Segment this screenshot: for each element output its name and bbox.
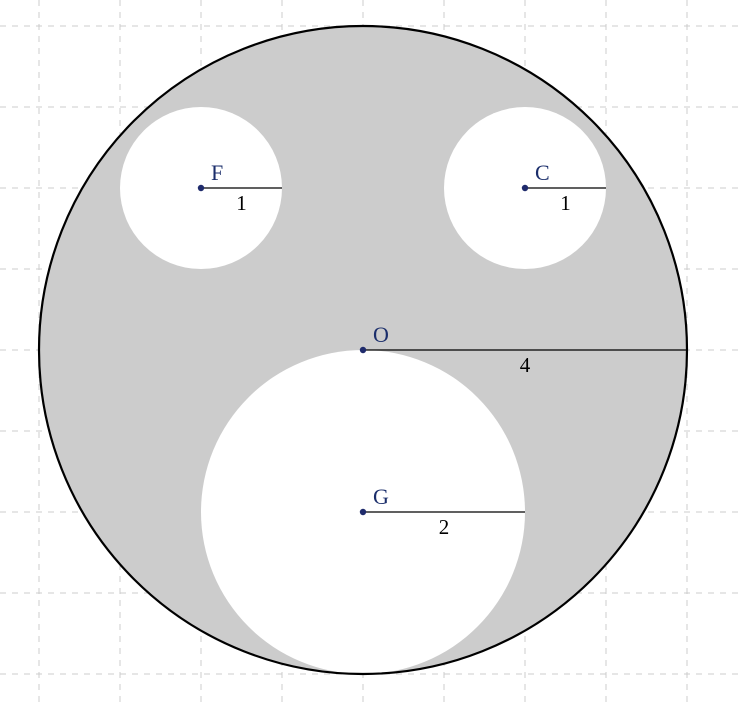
point-label-o: O bbox=[373, 322, 389, 347]
shapes bbox=[39, 26, 687, 674]
center-point-c bbox=[522, 185, 528, 191]
diagram-canvas: O4F1C1G2 bbox=[0, 0, 740, 707]
radius-label-f: 1 bbox=[236, 191, 247, 215]
radius-label-c: 1 bbox=[560, 191, 571, 215]
point-label-g: G bbox=[373, 484, 389, 509]
radius-label-g: 2 bbox=[439, 515, 450, 539]
center-point-o bbox=[360, 347, 366, 353]
radius-label-o: 4 bbox=[520, 353, 531, 377]
center-point-f bbox=[198, 185, 204, 191]
point-label-c: C bbox=[535, 160, 550, 185]
center-point-g bbox=[360, 509, 366, 515]
point-label-f: F bbox=[211, 160, 223, 185]
